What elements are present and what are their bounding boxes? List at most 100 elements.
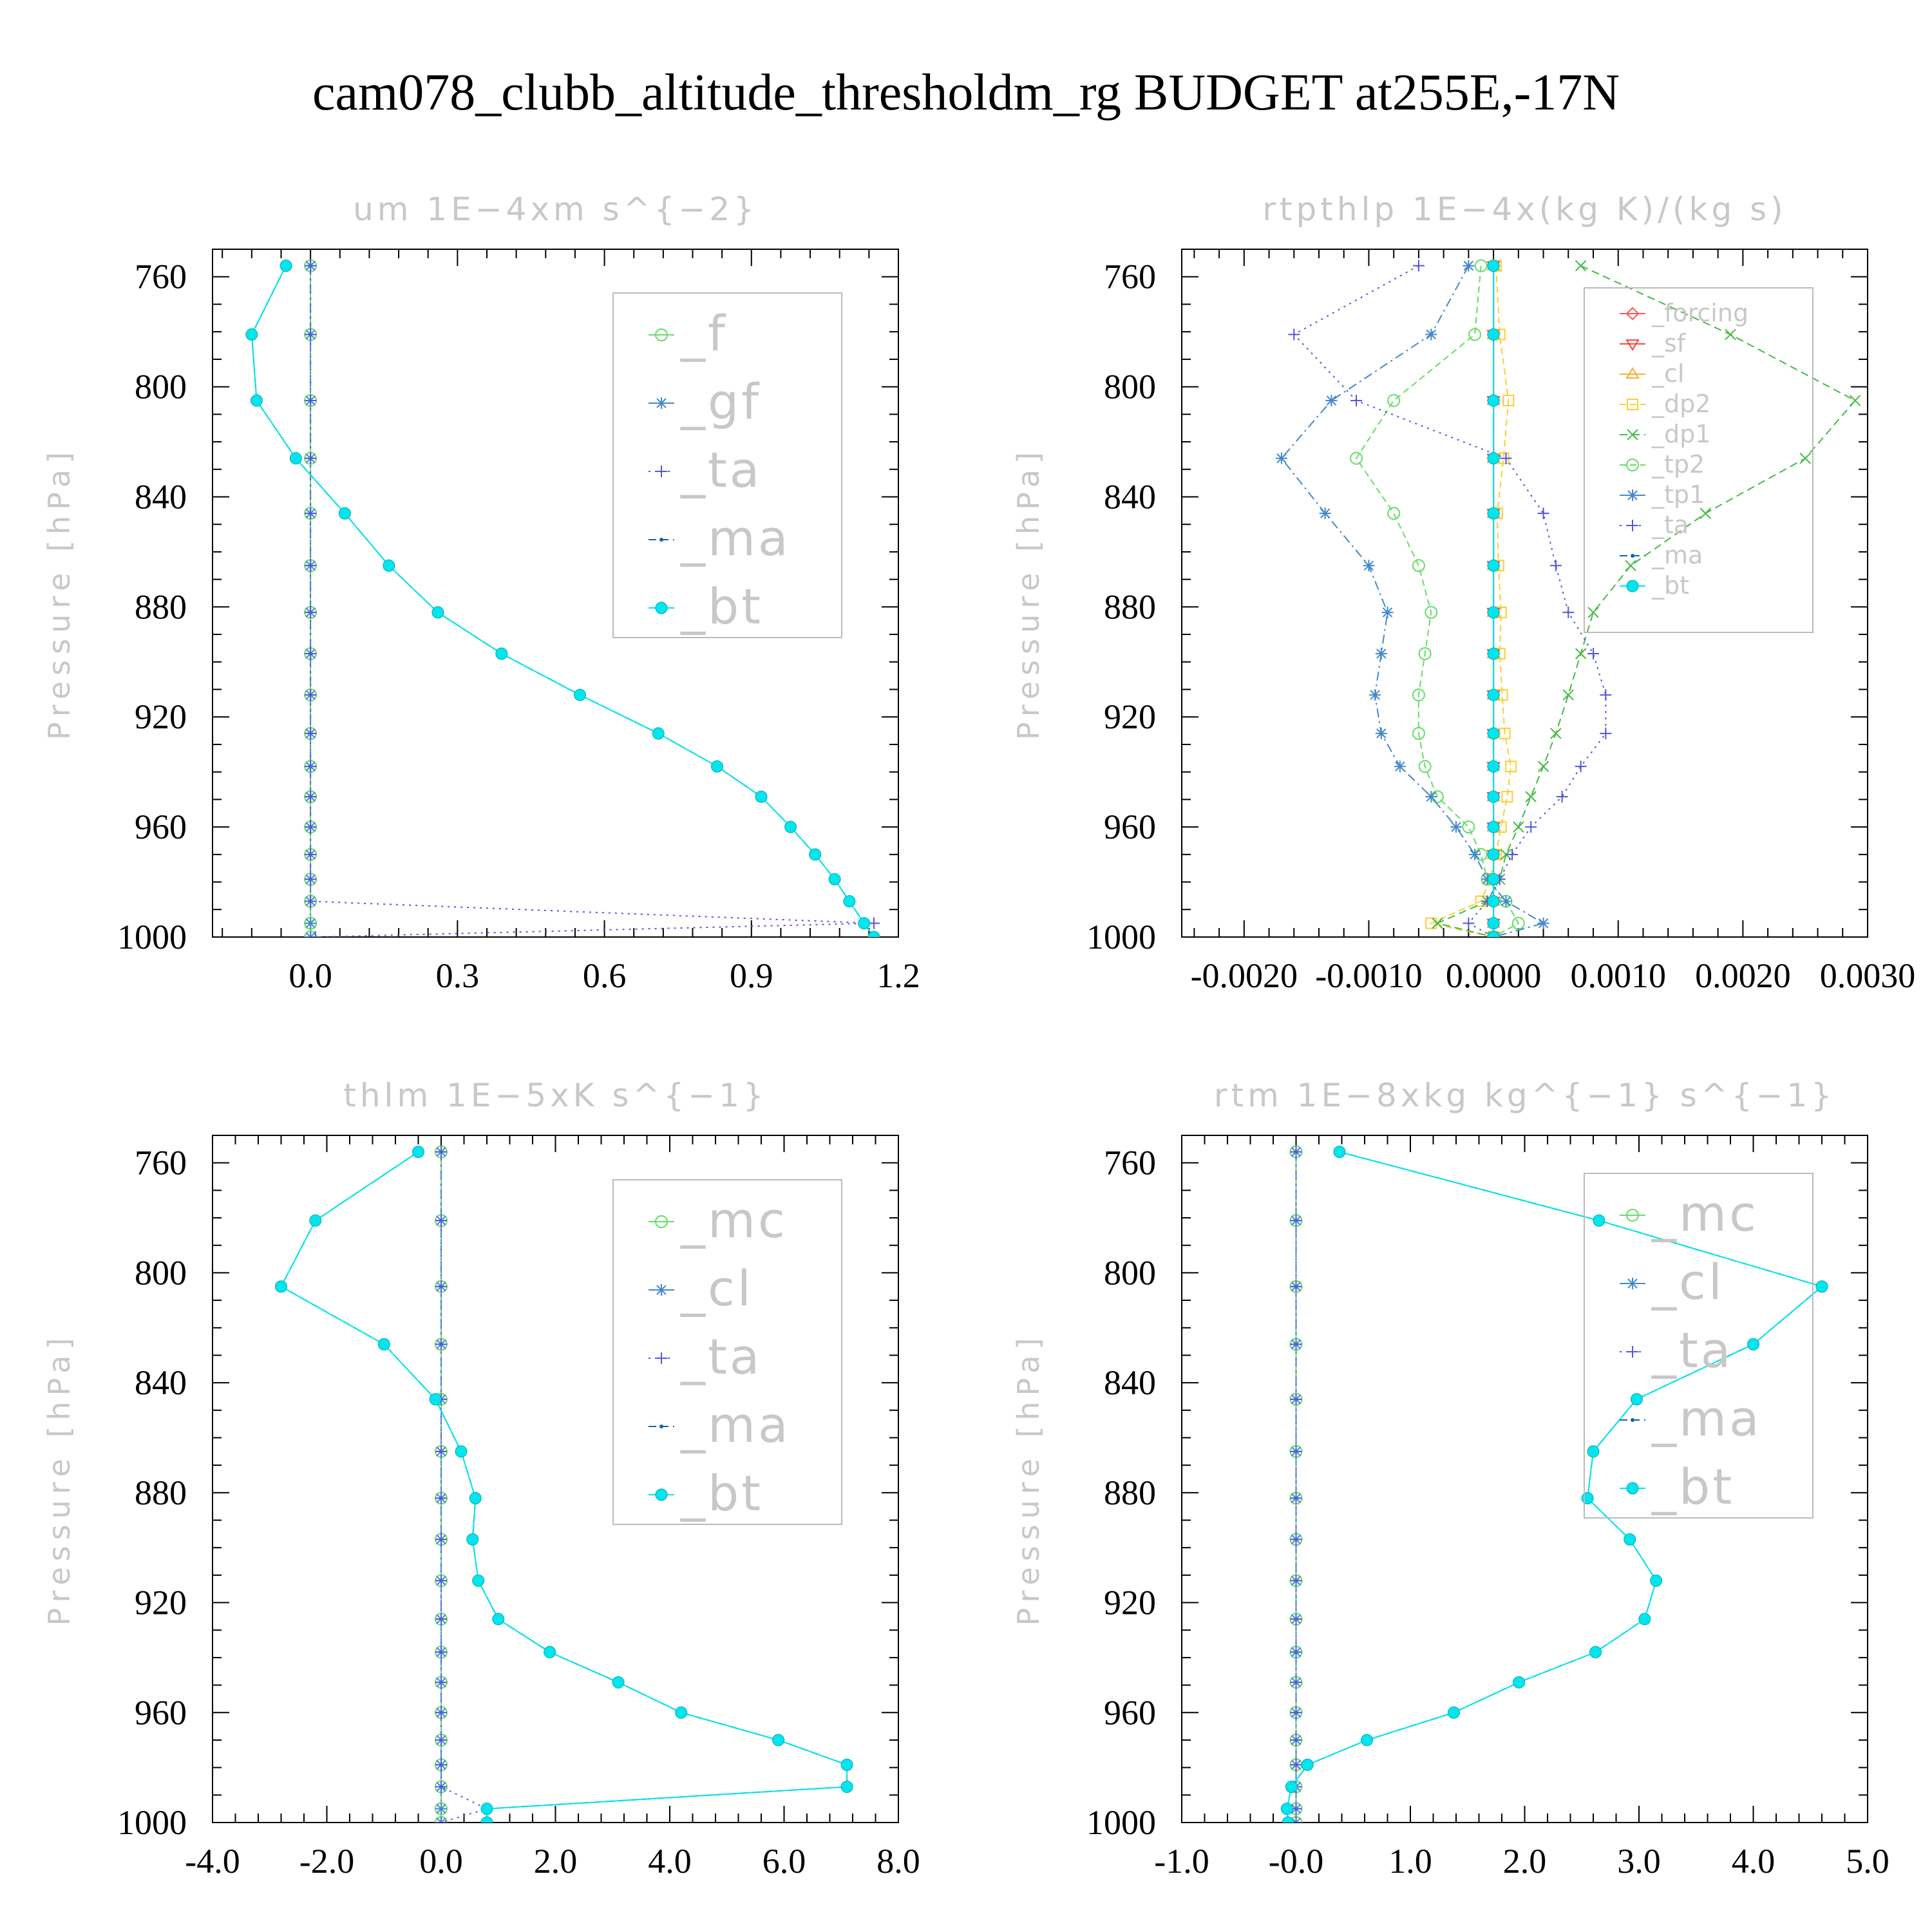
- y-tick-label: 920: [1104, 1584, 1156, 1622]
- data-point-tp1: [1375, 647, 1387, 659]
- data-point-bt: [1747, 1338, 1759, 1350]
- data-point-ta: [435, 1280, 447, 1293]
- data-point-bt: [1587, 1445, 1600, 1458]
- data-point-bt: [772, 1734, 785, 1747]
- y-tick-label: 920: [1104, 697, 1156, 736]
- data-point-ta: [1500, 452, 1512, 464]
- x-tick-label: -0.0020: [1191, 956, 1298, 995]
- data-point-ta: [1290, 1759, 1302, 1771]
- data-point-bt: [1593, 1214, 1605, 1227]
- y-tick-label: 1000: [1086, 1803, 1156, 1842]
- data-point-ta: [1525, 821, 1537, 833]
- data-point-bt: [1487, 917, 1500, 930]
- data-point-bt: [309, 1214, 322, 1227]
- data-point-ta: [435, 1445, 447, 1457]
- y-tick-label: 760: [1104, 258, 1156, 296]
- legend-marker: [1627, 1278, 1638, 1289]
- x-tick-label: 0.0: [289, 956, 332, 995]
- plot-frame: [212, 1135, 899, 1823]
- data-point-bt: [1487, 727, 1500, 740]
- legend-marker: [659, 538, 663, 542]
- y-tick-label: 920: [135, 697, 187, 736]
- data-point-bt: [1487, 328, 1500, 341]
- legend-label: _sf: [1651, 329, 1687, 357]
- data-point-dp2: [1505, 761, 1517, 773]
- data-point-ta: [1290, 1393, 1302, 1405]
- y-axis-label: Pressure [hPa]: [1011, 446, 1046, 740]
- y-tick-label: 960: [1104, 808, 1156, 846]
- data-point-ta: [305, 895, 317, 907]
- data-point-tp2: [1425, 605, 1438, 619]
- legend-label: _tp2: [1651, 450, 1705, 478]
- data-point-bt: [1581, 1492, 1594, 1504]
- legend-marker: [1625, 339, 1640, 351]
- legend-marker: [656, 1284, 667, 1296]
- x-tick-label: -2.0: [299, 1842, 354, 1880]
- data-point-bt: [1487, 895, 1500, 907]
- data-point-ta: [1290, 1280, 1302, 1293]
- data-point-ta: [435, 1575, 447, 1587]
- data-point-ta: [1290, 1533, 1302, 1546]
- legend-label: _dp1: [1651, 420, 1710, 448]
- y-tick-label: 760: [1104, 1144, 1156, 1182]
- data-point-bt: [1487, 260, 1500, 272]
- data-point-tp1: [1463, 260, 1475, 272]
- x-tick-label: 3.0: [1617, 1842, 1661, 1880]
- data-point-gf: [305, 917, 317, 929]
- legend-label: _mc: [680, 1191, 788, 1249]
- series-group: [1280, 1145, 1828, 1823]
- data-point-ta: [305, 873, 317, 886]
- x-tick-label: -1.0: [1154, 1842, 1209, 1880]
- data-point-bt: [1630, 1393, 1643, 1406]
- plot-frame: [1181, 1135, 1868, 1823]
- series-line-tp1: [1280, 265, 1546, 937]
- data-point-bt: [480, 1803, 493, 1815]
- data-point-ta: [305, 452, 317, 464]
- y-tick-label: 1000: [117, 1803, 187, 1842]
- legend-label: _mc: [1651, 1185, 1759, 1242]
- data-point-bt: [377, 1338, 390, 1350]
- y-tick-label: 840: [1104, 477, 1156, 516]
- data-point-ta: [1556, 791, 1568, 803]
- legend-marker: [656, 397, 667, 409]
- data-point-ta: [305, 328, 317, 341]
- data-point-ta: [305, 848, 317, 860]
- data-point-ta: [305, 260, 317, 272]
- data-point-bt: [840, 1758, 853, 1771]
- data-point-bt: [1487, 820, 1500, 833]
- legend-marker: [655, 1215, 668, 1228]
- data-point-bt: [250, 394, 263, 407]
- panel-4: 760 800 840 880 920 960 1000-1.0 -0.0 1.0 2.0 3.0 4…: [1011, 1077, 1889, 1880]
- data-point-ta: [1290, 1575, 1302, 1587]
- data-point-dp1: [1537, 761, 1549, 772]
- data-point-tp1: [1537, 917, 1549, 929]
- legend-label: _ta: [1651, 511, 1689, 539]
- y-tick-label: 880: [1104, 587, 1156, 626]
- data-point-ta: [305, 689, 317, 701]
- data-point-ta: [309, 931, 321, 937]
- figure-title: cam078_clubb_altitude_thresholdm_rg BUDG…: [312, 64, 1620, 121]
- legend-box: [612, 292, 842, 638]
- data-point-ta: [1290, 1215, 1302, 1227]
- data-point-bt: [1487, 507, 1500, 520]
- legend-marker: [655, 1488, 668, 1501]
- data-point-ta: [435, 1759, 447, 1771]
- data-point-dp1: [1587, 607, 1599, 618]
- legend-marker: [1625, 367, 1640, 379]
- data-point-ta: [1290, 1676, 1302, 1689]
- data-point-bt: [472, 1574, 485, 1587]
- data-point-tp1: [1275, 452, 1287, 464]
- legend-box: [612, 1179, 842, 1525]
- x-tick-label: 0.0020: [1695, 956, 1791, 995]
- legend-marker: [1625, 307, 1640, 321]
- data-point-ta: [1290, 1613, 1302, 1625]
- series-line-dp2: [1429, 265, 1512, 937]
- legend-label: _ma: [680, 509, 791, 567]
- data-point-ta: [435, 1734, 447, 1746]
- data-point-dp1: [1500, 849, 1512, 860]
- legend-marker: [655, 328, 668, 341]
- legend: _mc _cl _ta _ma _bt: [1584, 1173, 1814, 1519]
- data-point-bt: [338, 507, 351, 520]
- data-point-tp2: [1418, 647, 1432, 660]
